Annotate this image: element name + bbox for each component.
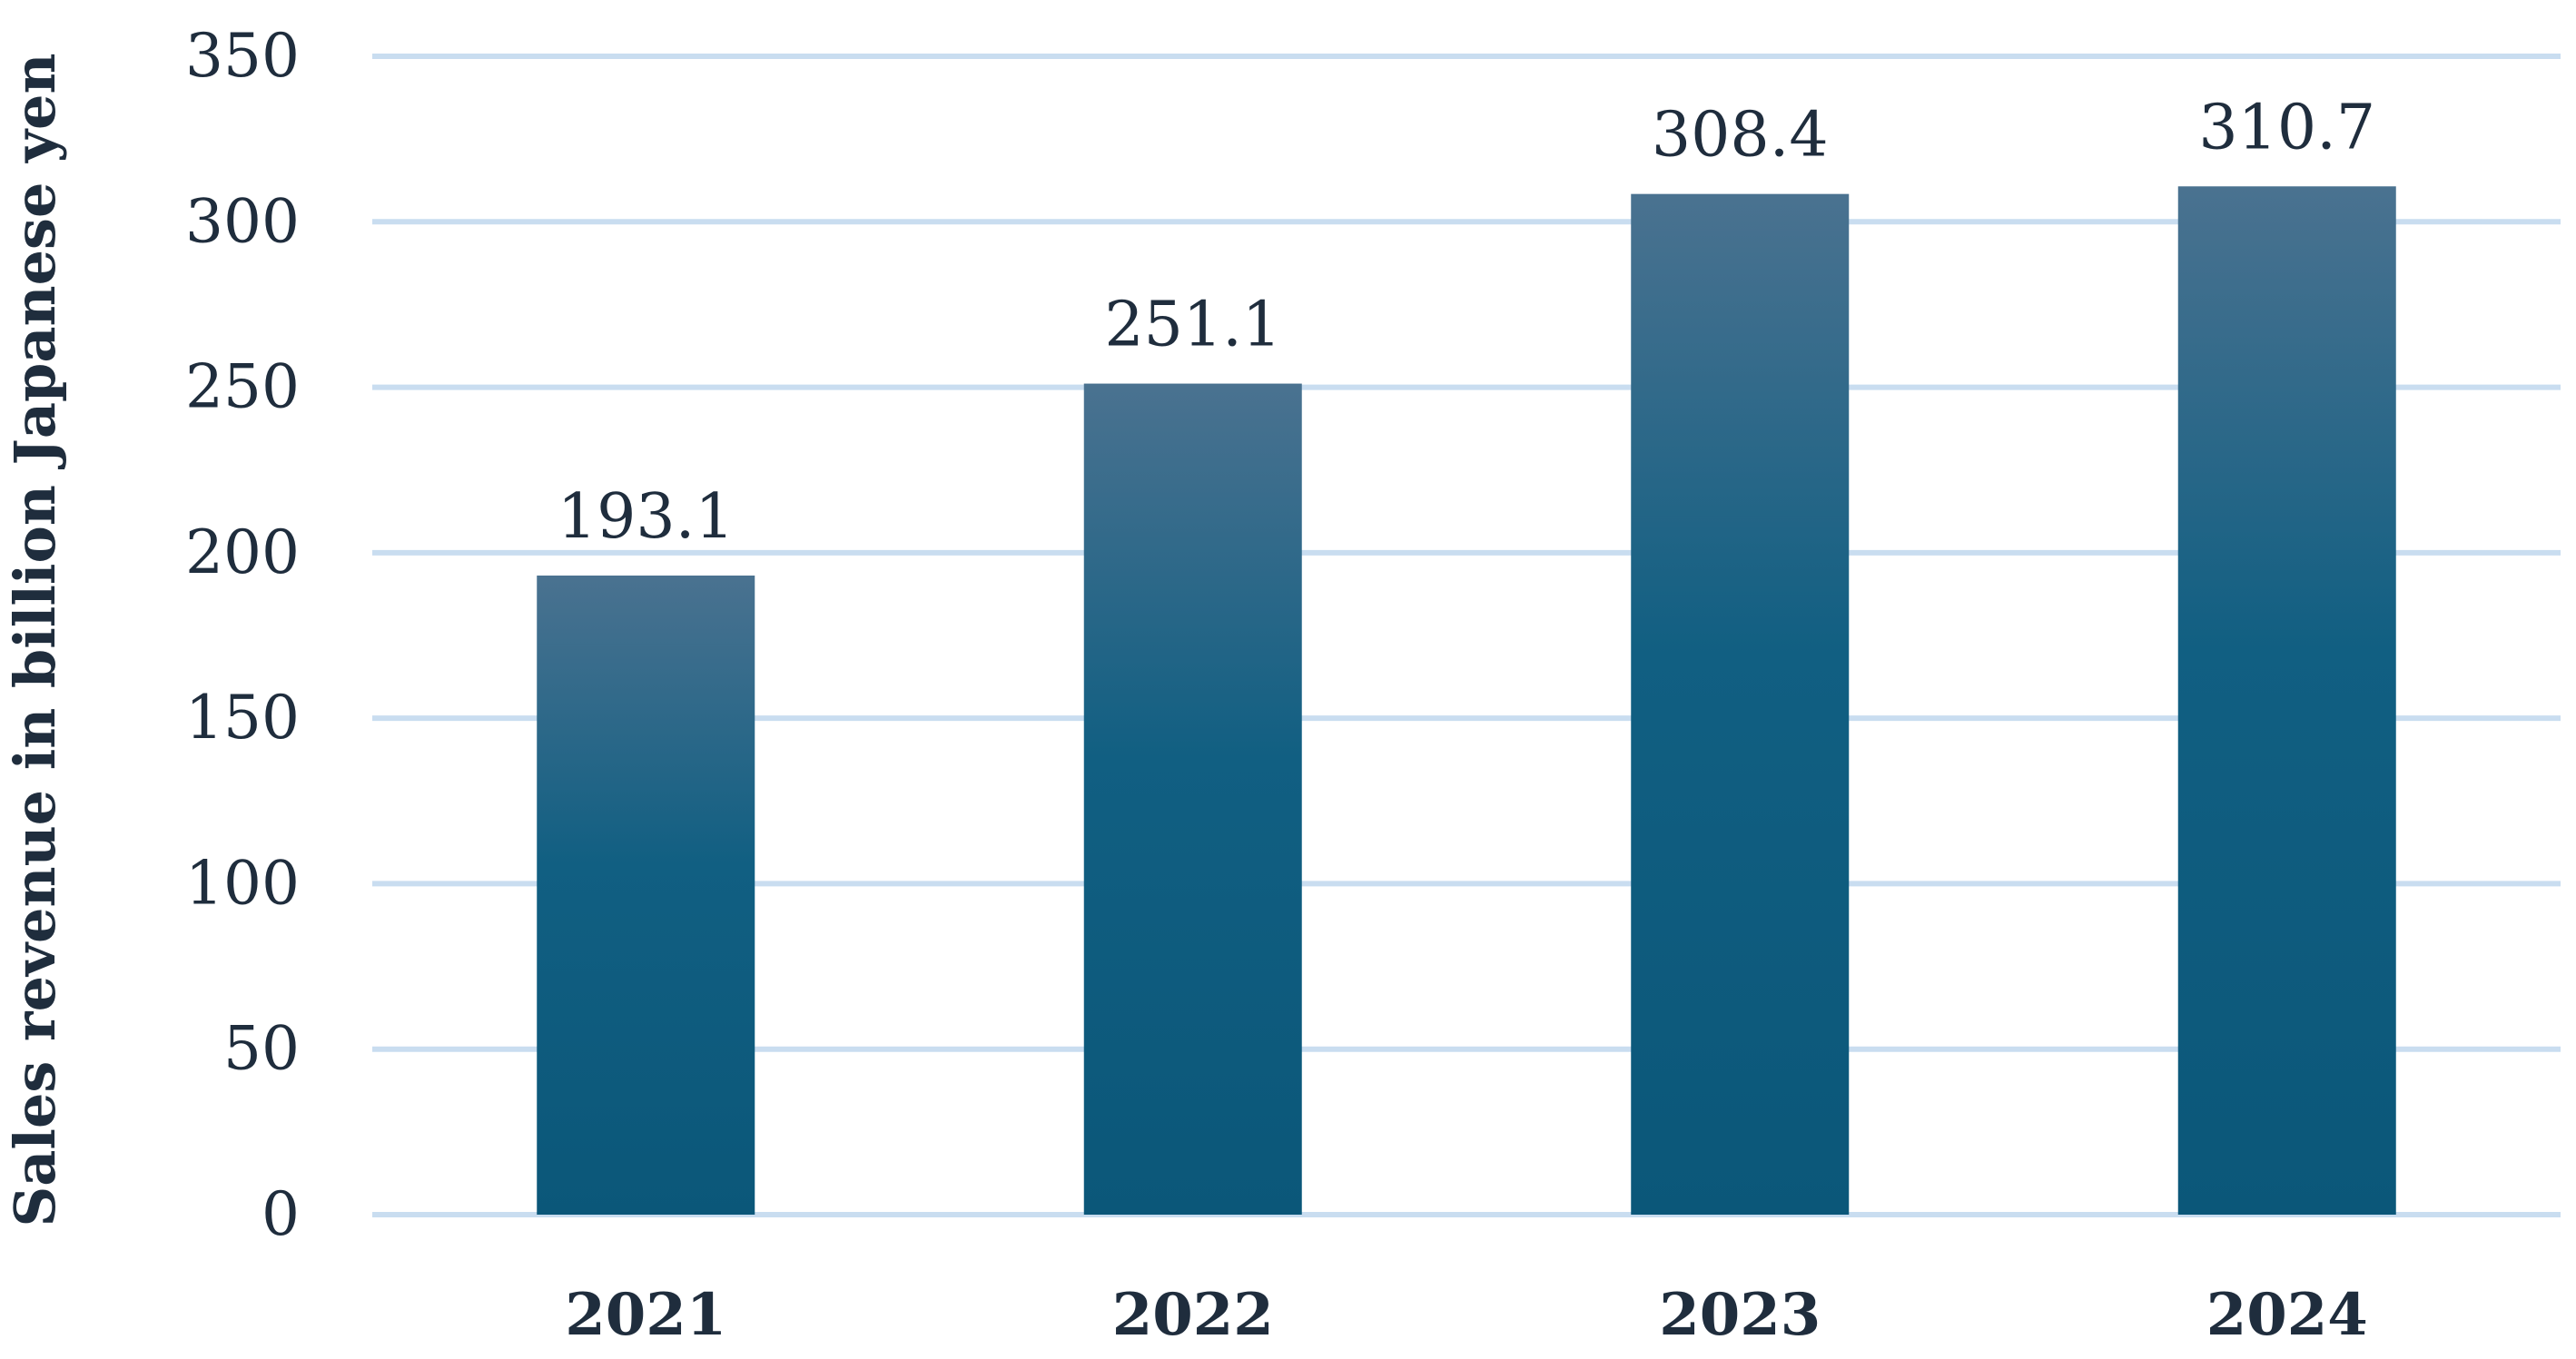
- data-label-2021: 193.1: [558, 481, 735, 553]
- x-category-label: 2022: [1112, 1281, 1274, 1349]
- bar-2023: [1631, 193, 1850, 1215]
- y-tick-label: 350: [185, 21, 300, 91]
- y-tick-label: 300: [185, 186, 300, 256]
- data-label-2022: 251.1: [1104, 290, 1281, 361]
- data-label-2023: 308.4: [1652, 100, 1829, 172]
- data-labels: 193.1 251.1 308.4 310.7: [558, 92, 2375, 553]
- x-axis-category-labels: 2021 2022 2023 2024: [565, 1281, 2368, 1349]
- y-axis-title: Sales revenue in billion Japanese yen: [2, 53, 68, 1226]
- x-category-label: 2023: [1659, 1281, 1821, 1349]
- y-tick-label: 150: [185, 683, 300, 753]
- y-tick-label: 200: [185, 517, 300, 587]
- data-label-2024: 310.7: [2198, 92, 2375, 163]
- y-axis-tick-labels: 0 50 100 150 200 250 300 350: [185, 21, 300, 1249]
- bar-2022: [1083, 383, 1302, 1215]
- bar-2021: [537, 576, 755, 1215]
- y-tick-label: 50: [223, 1014, 300, 1084]
- y-tick-label: 250: [185, 352, 300, 422]
- x-category-label: 2021: [565, 1281, 726, 1349]
- bars: [537, 186, 2396, 1215]
- bar-2024: [2177, 186, 2396, 1215]
- y-tick-label: 0: [262, 1179, 300, 1249]
- y-tick-label: 100: [185, 848, 300, 918]
- x-category-label: 2024: [2206, 1281, 2368, 1349]
